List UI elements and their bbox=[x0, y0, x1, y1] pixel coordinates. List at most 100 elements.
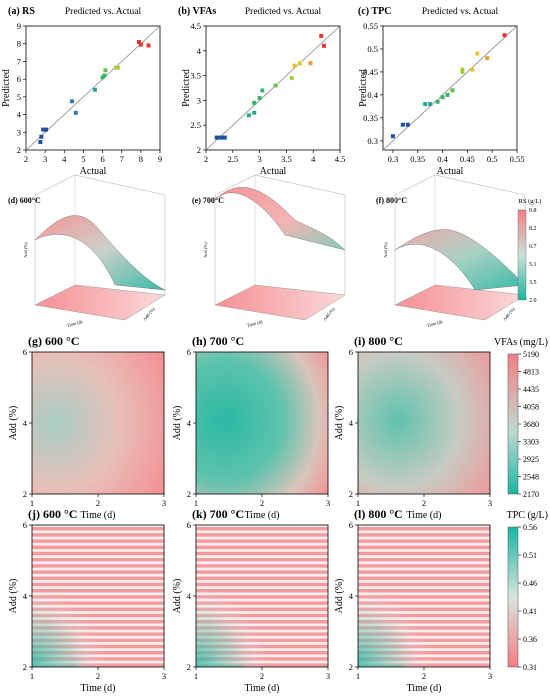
x-tick-label: 0.45 bbox=[460, 154, 475, 164]
data-point bbox=[39, 134, 44, 139]
data-point bbox=[220, 135, 225, 140]
y-axis-label: Add (%) bbox=[142, 306, 156, 322]
colorbar-tick-label: 0.46 bbox=[523, 579, 537, 588]
y-tick-label: 2 bbox=[187, 662, 191, 672]
identity-line bbox=[205, 25, 341, 151]
x-tick-label: 0.3 bbox=[388, 154, 399, 164]
x-tick-label: 4 bbox=[62, 154, 67, 164]
x-tick-label: 1 bbox=[30, 671, 34, 681]
panel-letter: (h) 700 °C bbox=[192, 334, 244, 348]
x-tick-label: 4 bbox=[311, 154, 316, 164]
data-point bbox=[136, 39, 141, 44]
x-tick-label: 0.4 bbox=[437, 154, 448, 164]
data-point bbox=[146, 43, 151, 48]
data-point bbox=[450, 88, 455, 93]
y-axis-label: Add (%) bbox=[322, 306, 336, 322]
surface-panel-f: (f) 800°C Add (%) Time (d) Add (%) bbox=[376, 174, 526, 328]
y-axis-label: Add (%) bbox=[172, 579, 183, 614]
x-tick-label: 3 bbox=[326, 671, 330, 681]
rs-colorbar: RS (g/L) 9.8 8.2 6.7 5.1 3.5 2.0 bbox=[517, 198, 542, 304]
x-axis-label: Actual bbox=[80, 166, 107, 177]
panel-letter: (a) RS bbox=[8, 6, 35, 17]
panel-letter: (e) 700°C bbox=[192, 196, 224, 205]
y-tick-label: 0.45 bbox=[363, 67, 378, 77]
y-tick-label: 4.5 bbox=[190, 21, 201, 31]
y-axis-label: Predicted bbox=[358, 69, 369, 107]
y-tick-label: 0.5 bbox=[367, 44, 378, 54]
x-tick-label: 1 bbox=[194, 498, 198, 508]
colorbar-label: RS (g/L) bbox=[519, 198, 542, 205]
y-tick-label: 2 bbox=[197, 145, 201, 155]
x-axis-label: Time (d) bbox=[245, 510, 280, 521]
y-tick-label: 6 bbox=[187, 347, 191, 357]
y-tick-label: 2 bbox=[187, 489, 191, 499]
data-point bbox=[321, 43, 326, 48]
y-tick-label: 6 bbox=[349, 347, 353, 357]
data-point bbox=[319, 33, 324, 38]
y-tick-label: 6 bbox=[349, 520, 353, 530]
y-axis-label: Add (%) bbox=[8, 406, 19, 441]
x-tick-label: 3 bbox=[488, 498, 492, 508]
chart-title: Predicted vs. Actual bbox=[245, 7, 322, 17]
y-tick-label: 4 bbox=[197, 46, 202, 56]
x-tick-label: 2 bbox=[422, 671, 426, 681]
data-point bbox=[44, 127, 49, 132]
y-tick-label: 3.5 bbox=[190, 71, 201, 81]
data-point bbox=[460, 67, 465, 72]
floor-contour bbox=[34, 284, 166, 321]
data-point bbox=[297, 61, 302, 66]
floor-contour bbox=[214, 284, 346, 321]
data-point bbox=[423, 102, 428, 107]
x-tick-label: 2 bbox=[96, 498, 100, 508]
low-region-overlay bbox=[196, 641, 243, 667]
y-axis-label: Add (%) bbox=[8, 579, 19, 614]
data-point bbox=[41, 127, 46, 132]
data-point bbox=[405, 122, 410, 127]
x-tick-label: 9 bbox=[158, 154, 162, 164]
colorbar-tick-label: 5.1 bbox=[529, 262, 537, 268]
chart-title: Predicted vs. Actual bbox=[65, 7, 142, 17]
colorbar-tick-label: 2.0 bbox=[529, 298, 537, 304]
data-point bbox=[138, 42, 143, 47]
scatter-panel-c: (c) TPC Predicted vs. Actual 0.3 0.35 0.4 0.4… bbox=[358, 6, 524, 177]
z-axis-label: Add (%) bbox=[203, 242, 208, 258]
x-axis-label: Time (d) bbox=[81, 510, 116, 521]
heatmap-fill bbox=[358, 352, 490, 494]
colorbar-tick-label: 2170 bbox=[523, 490, 539, 499]
identity-line bbox=[382, 25, 518, 151]
data-point bbox=[260, 88, 265, 93]
x-tick-label: 0.5 bbox=[487, 154, 498, 164]
colorbar-tick-label: 4435 bbox=[523, 385, 539, 394]
data-point bbox=[428, 102, 433, 107]
x-tick-label: 2.5 bbox=[227, 154, 238, 164]
x-axis-label: Actual bbox=[437, 166, 464, 177]
y-tick-label: 4 bbox=[17, 110, 22, 120]
x-tick-label: 2 bbox=[24, 154, 28, 164]
y-tick-label: 0.4 bbox=[367, 90, 378, 100]
y-tick-label: 2 bbox=[23, 489, 27, 499]
y-tick-label: 0.3 bbox=[367, 136, 378, 146]
low-region-overlay bbox=[32, 641, 79, 667]
x-tick-label: 0.35 bbox=[410, 154, 425, 164]
colorbar-tick-label: 8.2 bbox=[529, 226, 537, 232]
y-tick-label: 2 bbox=[17, 145, 21, 155]
y-tick-label: 4 bbox=[187, 418, 192, 428]
x-axis-label: Actual bbox=[260, 166, 287, 177]
plot-frame bbox=[205, 25, 341, 151]
y-axis-label: Add (%) bbox=[172, 406, 183, 441]
y-tick-label: 7 bbox=[17, 56, 21, 66]
panel-letter: (i) 800 °C bbox=[354, 334, 403, 348]
x-axis-label: Time (d) bbox=[66, 319, 83, 328]
colorbar: VFAs (mg/L) 5190 4813 4435 4058 3680 3303 2925 2… bbox=[494, 337, 548, 499]
data-point bbox=[308, 61, 313, 66]
colorbar-fill bbox=[517, 209, 527, 301]
plot-frame bbox=[25, 25, 161, 151]
low-region-overlay bbox=[358, 641, 405, 667]
plot-frame bbox=[382, 25, 518, 151]
y-tick-label: 2 bbox=[349, 489, 353, 499]
colorbar-tick-label: 0.56 bbox=[523, 523, 537, 532]
